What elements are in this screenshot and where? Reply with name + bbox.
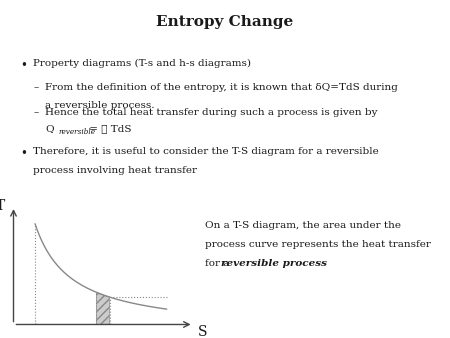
Text: From the definition of the entropy, it is known that δQ=TdS during: From the definition of the entropy, it i… <box>45 83 398 92</box>
Text: •: • <box>20 59 27 72</box>
Text: •: • <box>20 147 27 160</box>
Text: reversible: reversible <box>58 128 95 137</box>
Text: On a T-S diagram, the area under the: On a T-S diagram, the area under the <box>205 221 401 231</box>
Text: process involving heat transfer: process involving heat transfer <box>33 166 197 175</box>
Text: process curve represents the heat transfer: process curve represents the heat transf… <box>205 240 431 249</box>
Text: for a: for a <box>205 259 232 268</box>
Text: –: – <box>34 83 39 92</box>
Text: Entropy Change: Entropy Change <box>157 15 293 29</box>
Text: = ∯ TdS: = ∯ TdS <box>86 124 131 133</box>
Text: Hence the total heat transfer during such a process is given by: Hence the total heat transfer during suc… <box>45 108 378 117</box>
Text: T: T <box>0 199 5 213</box>
Text: S: S <box>198 324 207 338</box>
Text: .: . <box>302 259 306 268</box>
Text: a reversible process.: a reversible process. <box>45 101 154 111</box>
Text: –: – <box>34 108 39 117</box>
Text: Therefore, it is useful to consider the T-S diagram for a reversible: Therefore, it is useful to consider the … <box>33 147 378 156</box>
Text: Property diagrams (T-s and h-s diagrams): Property diagrams (T-s and h-s diagrams) <box>33 59 251 68</box>
Text: Q: Q <box>45 124 54 133</box>
Text: reversible process: reversible process <box>221 259 327 268</box>
